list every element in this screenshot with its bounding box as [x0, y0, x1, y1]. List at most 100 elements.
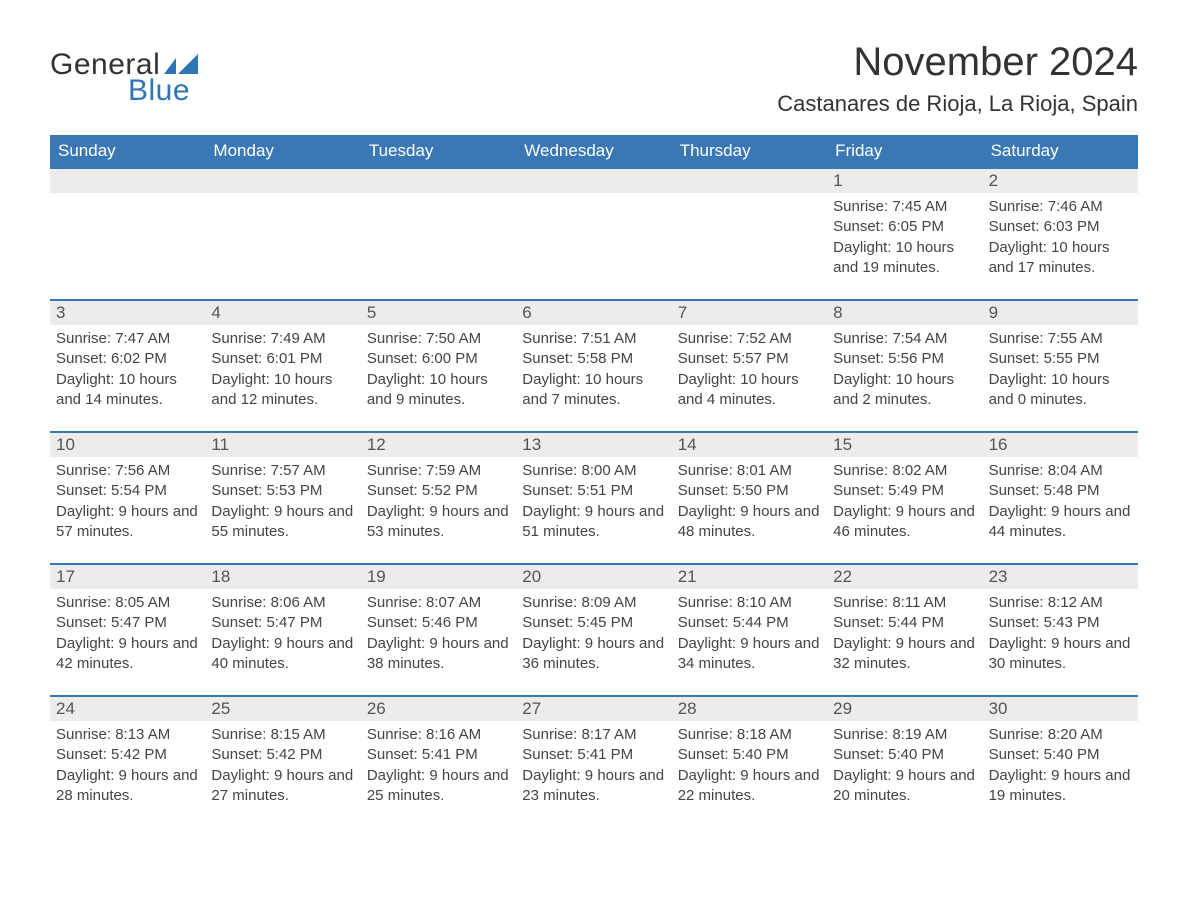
daylight-line: Daylight: 9 hours and 23 minutes.: [522, 766, 665, 807]
weeks-container: .....1Sunrise: 7:45 AMSunset: 6:05 PMDay…: [50, 167, 1138, 813]
day-number: 23: [983, 565, 1138, 589]
day-cell: 12Sunrise: 7:59 AMSunset: 5:52 PMDayligh…: [361, 433, 516, 563]
week-row: 24Sunrise: 8:13 AMSunset: 5:42 PMDayligh…: [50, 695, 1138, 813]
daylight-line: Daylight: 10 hours and 0 minutes.: [989, 370, 1132, 411]
day-cell: 1Sunrise: 7:45 AMSunset: 6:05 PMDaylight…: [827, 169, 982, 299]
day-cell: 10Sunrise: 7:56 AMSunset: 5:54 PMDayligh…: [50, 433, 205, 563]
sunset-line: Sunset: 5:50 PM: [678, 481, 821, 501]
week-row: .....1Sunrise: 7:45 AMSunset: 6:05 PMDay…: [50, 167, 1138, 299]
day-cell: 27Sunrise: 8:17 AMSunset: 5:41 PMDayligh…: [516, 697, 671, 813]
day-body: Sunrise: 7:59 AMSunset: 5:52 PMDaylight:…: [361, 457, 516, 548]
day-body: Sunrise: 7:52 AMSunset: 5:57 PMDaylight:…: [672, 325, 827, 416]
day-body: Sunrise: 8:10 AMSunset: 5:44 PMDaylight:…: [672, 589, 827, 680]
day-number: 5: [361, 301, 516, 325]
sunset-line: Sunset: 6:02 PM: [56, 349, 199, 369]
day-number: 22: [827, 565, 982, 589]
sunrise-line: Sunrise: 8:05 AM: [56, 593, 199, 613]
sunrise-line: Sunrise: 7:54 AM: [833, 329, 976, 349]
day-cell: .: [672, 169, 827, 299]
day-body: Sunrise: 7:56 AMSunset: 5:54 PMDaylight:…: [50, 457, 205, 548]
sunset-line: Sunset: 5:40 PM: [989, 745, 1132, 765]
weekday-cell: Sunday: [50, 135, 205, 167]
day-number: 2: [983, 169, 1138, 193]
day-cell: 21Sunrise: 8:10 AMSunset: 5:44 PMDayligh…: [672, 565, 827, 695]
day-number: 21: [672, 565, 827, 589]
daylight-line: Daylight: 9 hours and 25 minutes.: [367, 766, 510, 807]
sunset-line: Sunset: 5:51 PM: [522, 481, 665, 501]
sunset-line: Sunset: 6:00 PM: [367, 349, 510, 369]
daylight-line: Daylight: 10 hours and 2 minutes.: [833, 370, 976, 411]
day-number: 4: [205, 301, 360, 325]
day-body: Sunrise: 8:20 AMSunset: 5:40 PMDaylight:…: [983, 721, 1138, 812]
daylight-line: Daylight: 9 hours and 19 minutes.: [989, 766, 1132, 807]
day-number: 24: [50, 697, 205, 721]
day-number: 11: [205, 433, 360, 457]
day-number: 8: [827, 301, 982, 325]
day-cell: 24Sunrise: 8:13 AMSunset: 5:42 PMDayligh…: [50, 697, 205, 813]
sunrise-line: Sunrise: 8:15 AM: [211, 725, 354, 745]
daylight-line: Daylight: 9 hours and 53 minutes.: [367, 502, 510, 543]
day-cell: 20Sunrise: 8:09 AMSunset: 5:45 PMDayligh…: [516, 565, 671, 695]
daylight-line: Daylight: 9 hours and 51 minutes.: [522, 502, 665, 543]
sunrise-line: Sunrise: 8:02 AM: [833, 461, 976, 481]
day-body: Sunrise: 8:09 AMSunset: 5:45 PMDaylight:…: [516, 589, 671, 680]
sunrise-line: Sunrise: 7:57 AM: [211, 461, 354, 481]
sunset-line: Sunset: 5:49 PM: [833, 481, 976, 501]
day-body: Sunrise: 8:04 AMSunset: 5:48 PMDaylight:…: [983, 457, 1138, 548]
day-cell: .: [50, 169, 205, 299]
sunrise-line: Sunrise: 8:19 AM: [833, 725, 976, 745]
daylight-line: Daylight: 9 hours and 40 minutes.: [211, 634, 354, 675]
sunrise-line: Sunrise: 8:13 AM: [56, 725, 199, 745]
daylight-line: Daylight: 9 hours and 55 minutes.: [211, 502, 354, 543]
sunset-line: Sunset: 5:42 PM: [56, 745, 199, 765]
daylight-line: Daylight: 10 hours and 19 minutes.: [833, 238, 976, 279]
daylight-line: Daylight: 9 hours and 28 minutes.: [56, 766, 199, 807]
weekday-cell: Saturday: [983, 135, 1138, 167]
sunset-line: Sunset: 5:40 PM: [833, 745, 976, 765]
day-body: Sunrise: 7:46 AMSunset: 6:03 PMDaylight:…: [983, 193, 1138, 284]
day-number: 25: [205, 697, 360, 721]
sunset-line: Sunset: 5:44 PM: [833, 613, 976, 633]
sunrise-line: Sunrise: 8:04 AM: [989, 461, 1132, 481]
day-cell: 23Sunrise: 8:12 AMSunset: 5:43 PMDayligh…: [983, 565, 1138, 695]
day-body: Sunrise: 8:17 AMSunset: 5:41 PMDaylight:…: [516, 721, 671, 812]
brand-logo: General Blue: [50, 40, 198, 108]
day-cell: 5Sunrise: 7:50 AMSunset: 6:00 PMDaylight…: [361, 301, 516, 431]
day-cell: 25Sunrise: 8:15 AMSunset: 5:42 PMDayligh…: [205, 697, 360, 813]
day-body: Sunrise: 7:49 AMSunset: 6:01 PMDaylight:…: [205, 325, 360, 416]
day-number: 7: [672, 301, 827, 325]
day-number: 17: [50, 565, 205, 589]
day-body: Sunrise: 8:07 AMSunset: 5:46 PMDaylight:…: [361, 589, 516, 680]
brand-word2: Blue: [128, 74, 190, 108]
sunset-line: Sunset: 5:40 PM: [678, 745, 821, 765]
day-body: Sunrise: 7:45 AMSunset: 6:05 PMDaylight:…: [827, 193, 982, 284]
day-number: 3: [50, 301, 205, 325]
day-body: Sunrise: 8:13 AMSunset: 5:42 PMDaylight:…: [50, 721, 205, 812]
day-number: .: [361, 169, 516, 193]
sunset-line: Sunset: 6:03 PM: [989, 217, 1132, 237]
sunrise-line: Sunrise: 8:00 AM: [522, 461, 665, 481]
day-number: 16: [983, 433, 1138, 457]
day-number: 28: [672, 697, 827, 721]
sunset-line: Sunset: 5:44 PM: [678, 613, 821, 633]
day-body: Sunrise: 8:01 AMSunset: 5:50 PMDaylight:…: [672, 457, 827, 548]
day-cell: 15Sunrise: 8:02 AMSunset: 5:49 PMDayligh…: [827, 433, 982, 563]
day-number: 15: [827, 433, 982, 457]
sunrise-line: Sunrise: 8:10 AM: [678, 593, 821, 613]
sunset-line: Sunset: 5:41 PM: [522, 745, 665, 765]
sunset-line: Sunset: 5:48 PM: [989, 481, 1132, 501]
daylight-line: Daylight: 9 hours and 20 minutes.: [833, 766, 976, 807]
day-number: 26: [361, 697, 516, 721]
sunset-line: Sunset: 5:53 PM: [211, 481, 354, 501]
day-body: Sunrise: 8:06 AMSunset: 5:47 PMDaylight:…: [205, 589, 360, 680]
day-cell: 9Sunrise: 7:55 AMSunset: 5:55 PMDaylight…: [983, 301, 1138, 431]
day-body: Sunrise: 7:55 AMSunset: 5:55 PMDaylight:…: [983, 325, 1138, 416]
header: General Blue November 2024 Castanares de…: [50, 40, 1138, 117]
day-body: Sunrise: 8:16 AMSunset: 5:41 PMDaylight:…: [361, 721, 516, 812]
day-cell: 13Sunrise: 8:00 AMSunset: 5:51 PMDayligh…: [516, 433, 671, 563]
day-cell: 6Sunrise: 7:51 AMSunset: 5:58 PMDaylight…: [516, 301, 671, 431]
sunset-line: Sunset: 6:01 PM: [211, 349, 354, 369]
daylight-line: Daylight: 10 hours and 17 minutes.: [989, 238, 1132, 279]
day-body: Sunrise: 8:19 AMSunset: 5:40 PMDaylight:…: [827, 721, 982, 812]
day-cell: 30Sunrise: 8:20 AMSunset: 5:40 PMDayligh…: [983, 697, 1138, 813]
